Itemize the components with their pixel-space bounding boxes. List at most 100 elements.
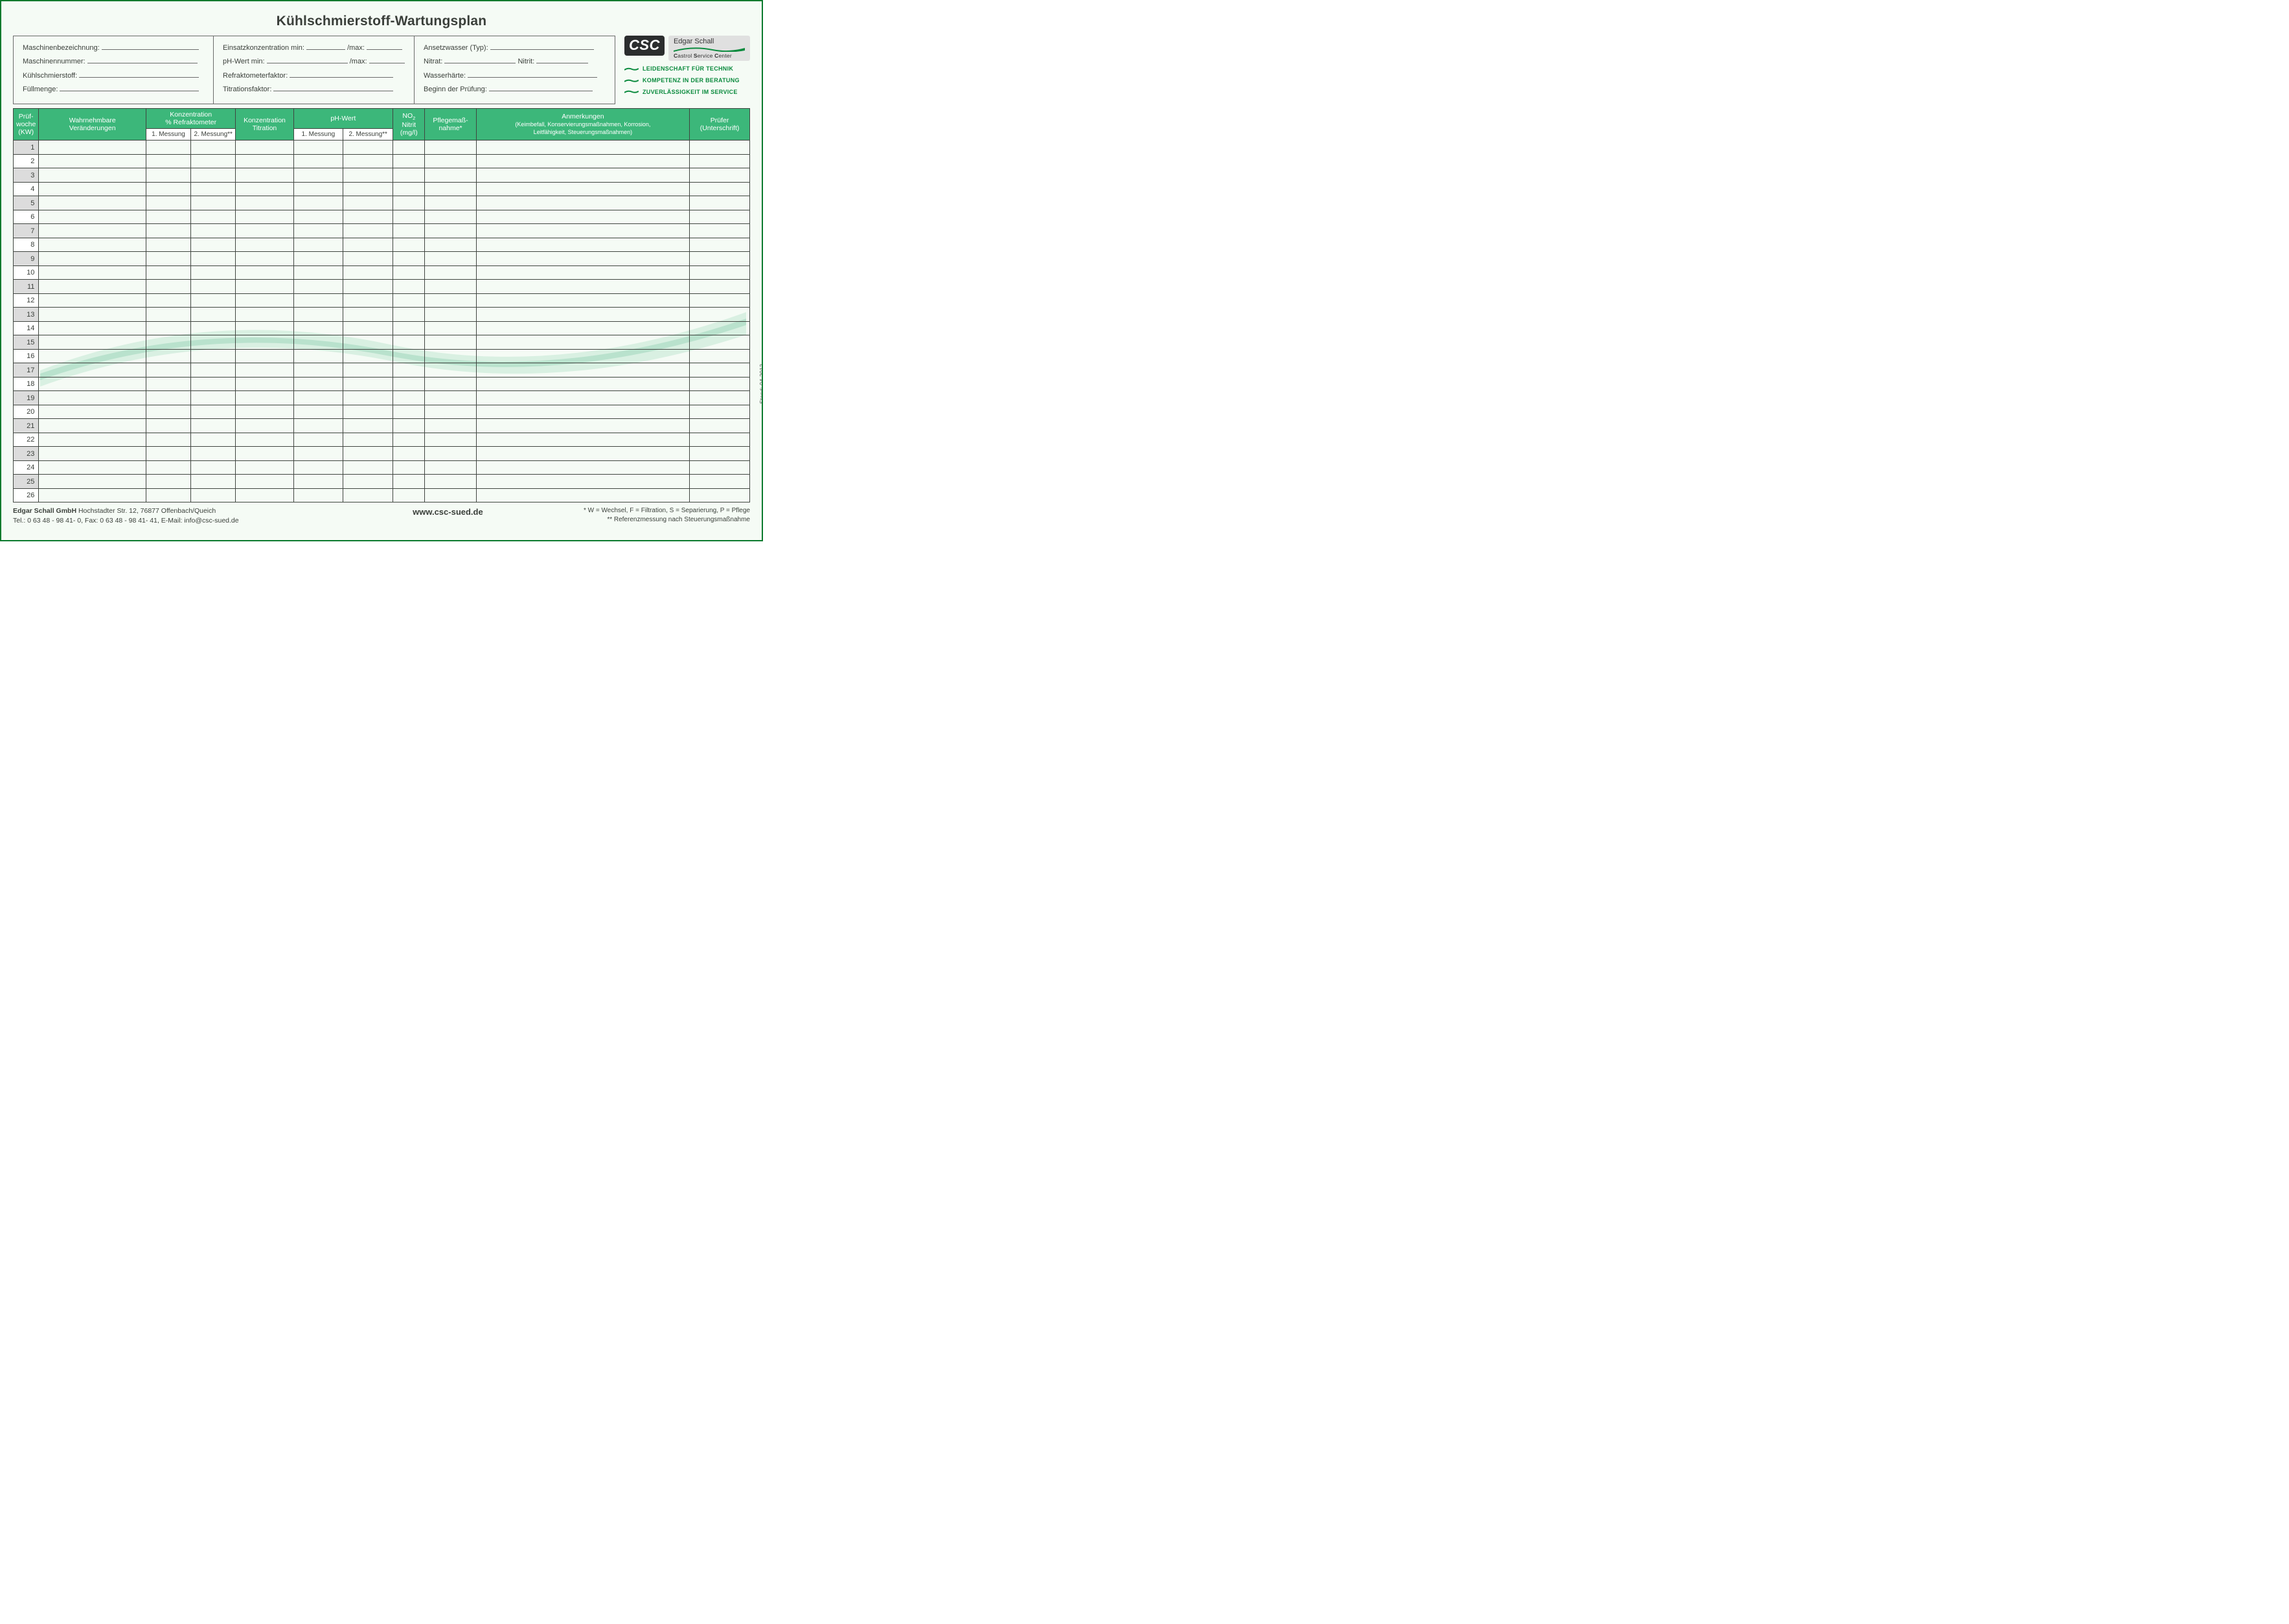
empty-cell[interactable] <box>393 238 425 252</box>
empty-cell[interactable] <box>39 433 146 447</box>
empty-cell[interactable] <box>425 391 476 405</box>
empty-cell[interactable] <box>146 321 191 335</box>
empty-cell[interactable] <box>191 308 236 322</box>
empty-cell[interactable] <box>343 154 393 168</box>
empty-cell[interactable] <box>425 154 476 168</box>
empty-cell[interactable] <box>393 321 425 335</box>
empty-cell[interactable] <box>393 433 425 447</box>
empty-cell[interactable] <box>293 210 343 224</box>
empty-cell[interactable] <box>476 308 689 322</box>
empty-cell[interactable] <box>690 349 750 363</box>
empty-cell[interactable] <box>425 280 476 294</box>
empty-cell[interactable] <box>476 391 689 405</box>
empty-cell[interactable] <box>236 321 293 335</box>
empty-cell[interactable] <box>146 405 191 419</box>
empty-cell[interactable] <box>425 238 476 252</box>
empty-cell[interactable] <box>146 252 191 266</box>
empty-cell[interactable] <box>236 154 293 168</box>
empty-cell[interactable] <box>236 280 293 294</box>
empty-cell[interactable] <box>690 433 750 447</box>
empty-cell[interactable] <box>293 447 343 461</box>
empty-cell[interactable] <box>343 433 393 447</box>
empty-cell[interactable] <box>146 391 191 405</box>
empty-cell[interactable] <box>293 349 343 363</box>
empty-cell[interactable] <box>191 141 236 155</box>
empty-cell[interactable] <box>191 265 236 280</box>
empty-cell[interactable] <box>393 391 425 405</box>
empty-cell[interactable] <box>476 196 689 210</box>
empty-cell[interactable] <box>146 349 191 363</box>
empty-cell[interactable] <box>343 252 393 266</box>
empty-cell[interactable] <box>191 460 236 475</box>
empty-cell[interactable] <box>393 154 425 168</box>
empty-cell[interactable] <box>343 363 393 378</box>
empty-cell[interactable] <box>146 488 191 502</box>
empty-cell[interactable] <box>476 363 689 378</box>
empty-cell[interactable] <box>476 488 689 502</box>
blank-line[interactable] <box>60 84 199 91</box>
empty-cell[interactable] <box>393 210 425 224</box>
empty-cell[interactable] <box>425 196 476 210</box>
empty-cell[interactable] <box>293 433 343 447</box>
empty-cell[interactable] <box>690 196 750 210</box>
empty-cell[interactable] <box>146 224 191 238</box>
empty-cell[interactable] <box>191 252 236 266</box>
empty-cell[interactable] <box>690 391 750 405</box>
empty-cell[interactable] <box>146 335 191 350</box>
empty-cell[interactable] <box>425 182 476 196</box>
empty-cell[interactable] <box>293 182 343 196</box>
empty-cell[interactable] <box>690 321 750 335</box>
empty-cell[interactable] <box>393 419 425 433</box>
empty-cell[interactable] <box>191 168 236 183</box>
empty-cell[interactable] <box>393 308 425 322</box>
empty-cell[interactable] <box>343 210 393 224</box>
blank-line[interactable] <box>536 56 588 63</box>
empty-cell[interactable] <box>476 447 689 461</box>
empty-cell[interactable] <box>236 460 293 475</box>
empty-cell[interactable] <box>690 168 750 183</box>
empty-cell[interactable] <box>690 252 750 266</box>
empty-cell[interactable] <box>293 391 343 405</box>
empty-cell[interactable] <box>425 447 476 461</box>
empty-cell[interactable] <box>39 252 146 266</box>
empty-cell[interactable] <box>343 475 393 489</box>
empty-cell[interactable] <box>293 335 343 350</box>
empty-cell[interactable] <box>236 475 293 489</box>
empty-cell[interactable] <box>690 460 750 475</box>
empty-cell[interactable] <box>191 391 236 405</box>
empty-cell[interactable] <box>690 335 750 350</box>
empty-cell[interactable] <box>236 210 293 224</box>
empty-cell[interactable] <box>236 349 293 363</box>
empty-cell[interactable] <box>293 238 343 252</box>
empty-cell[interactable] <box>191 377 236 391</box>
empty-cell[interactable] <box>343 460 393 475</box>
empty-cell[interactable] <box>690 363 750 378</box>
empty-cell[interactable] <box>293 460 343 475</box>
empty-cell[interactable] <box>476 377 689 391</box>
empty-cell[interactable] <box>236 377 293 391</box>
empty-cell[interactable] <box>476 265 689 280</box>
empty-cell[interactable] <box>476 419 689 433</box>
empty-cell[interactable] <box>393 349 425 363</box>
empty-cell[interactable] <box>425 308 476 322</box>
empty-cell[interactable] <box>39 182 146 196</box>
blank-line[interactable] <box>444 56 516 63</box>
empty-cell[interactable] <box>690 419 750 433</box>
empty-cell[interactable] <box>39 210 146 224</box>
empty-cell[interactable] <box>39 419 146 433</box>
empty-cell[interactable] <box>425 293 476 308</box>
empty-cell[interactable] <box>39 321 146 335</box>
empty-cell[interactable] <box>476 321 689 335</box>
empty-cell[interactable] <box>476 154 689 168</box>
empty-cell[interactable] <box>393 405 425 419</box>
empty-cell[interactable] <box>236 405 293 419</box>
empty-cell[interactable] <box>343 405 393 419</box>
empty-cell[interactable] <box>476 280 689 294</box>
empty-cell[interactable] <box>343 321 393 335</box>
blank-line[interactable] <box>369 56 405 63</box>
empty-cell[interactable] <box>425 252 476 266</box>
empty-cell[interactable] <box>476 238 689 252</box>
empty-cell[interactable] <box>476 405 689 419</box>
empty-cell[interactable] <box>191 433 236 447</box>
empty-cell[interactable] <box>393 475 425 489</box>
